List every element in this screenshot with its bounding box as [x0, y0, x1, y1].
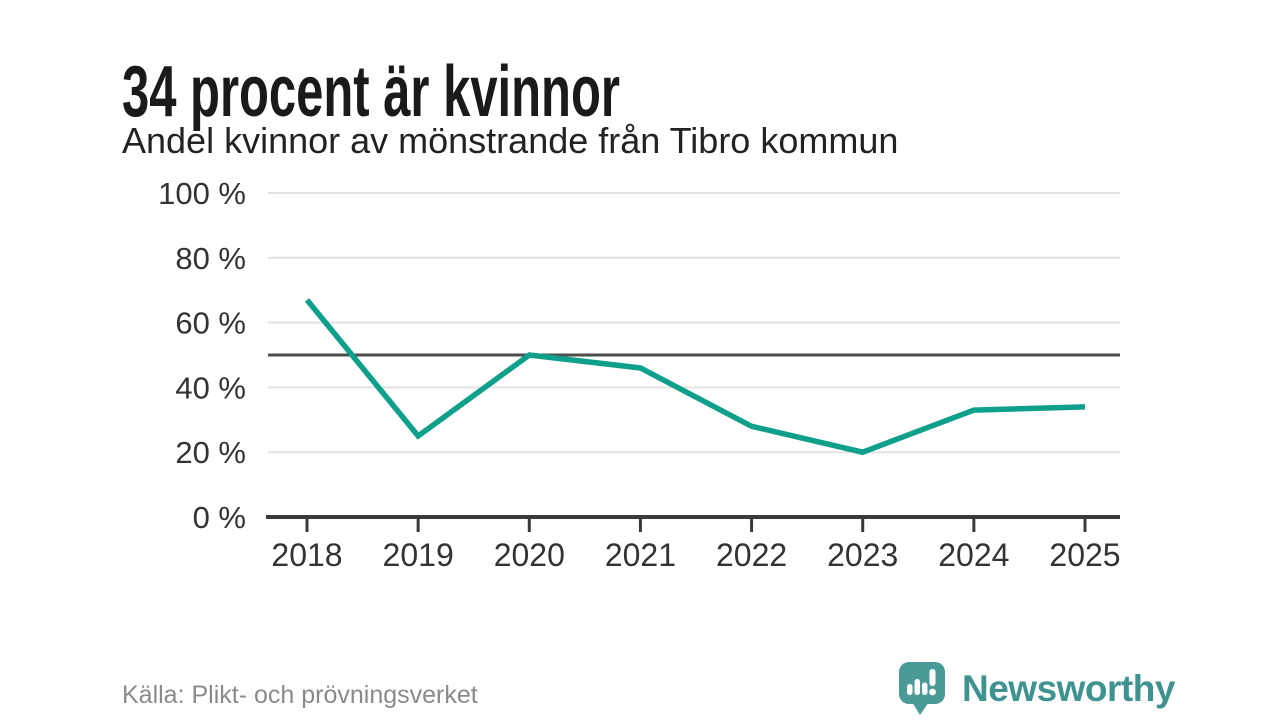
- x-tick-label: 2025: [1049, 537, 1120, 573]
- newsworthy-logo-text: Newsworthy: [962, 668, 1175, 709]
- newsworthy-logo-icon: [899, 662, 945, 715]
- x-tick-label: 2024: [938, 537, 1009, 573]
- y-tick-label: 100 %: [158, 176, 246, 211]
- x-tick-label: 2019: [383, 537, 454, 573]
- x-tick-label: 2018: [271, 537, 342, 573]
- logo-bar-1: [907, 684, 913, 695]
- source-note: Källa: Plikt- och prövningsverket: [122, 681, 478, 709]
- y-tick-label: 20 %: [175, 435, 246, 470]
- logo-exclamation-bar: [929, 669, 936, 686]
- newsworthy-brand: Newsworthy: [897, 660, 1175, 718]
- logo-bar-2: [914, 679, 920, 695]
- logo-exclamation-dot: [929, 688, 936, 696]
- y-tick-label: 0 %: [193, 500, 246, 535]
- x-tick-label: 2022: [716, 537, 787, 573]
- x-tick-label: 2021: [605, 537, 676, 573]
- logo-bubble: [899, 662, 945, 704]
- chart-subtitle: Andel kvinnor av mönstrande från Tibro k…: [122, 120, 899, 161]
- x-tick-label: 2023: [827, 537, 898, 573]
- chart-title: 34 procent är kvinnor: [122, 52, 620, 133]
- x-tick-label: 2020: [494, 537, 565, 573]
- data-line: [304, 298, 1086, 456]
- logo-bubble-tail: [912, 702, 929, 715]
- y-tick-label: 40 %: [175, 370, 246, 405]
- y-tick-label: 60 %: [175, 306, 246, 341]
- logo-bar-3: [922, 682, 928, 695]
- y-tick-label: 80 %: [175, 241, 246, 276]
